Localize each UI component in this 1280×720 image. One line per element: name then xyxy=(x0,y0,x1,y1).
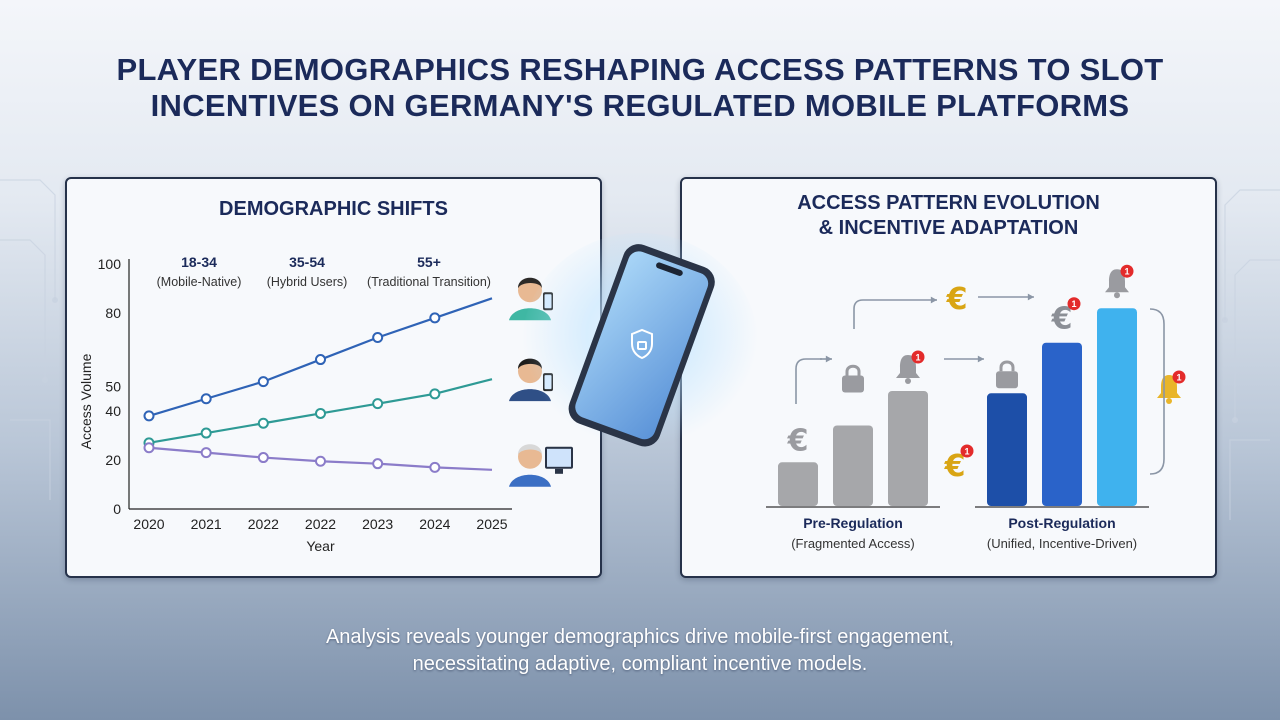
bar xyxy=(888,391,928,506)
data-point xyxy=(257,417,269,429)
data-point xyxy=(143,410,155,422)
caption-line-1: Analysis reveals younger demographics dr… xyxy=(325,626,955,648)
data-point xyxy=(200,393,212,405)
arrow-icon-head xyxy=(977,355,984,363)
page-title: PLAYER DEMOGRAPHICS RESHAPING ACCESS PAT… xyxy=(40,52,1240,124)
notification-badge xyxy=(1172,370,1186,384)
legend-sublabel: (Hybrid Users) xyxy=(267,275,348,289)
group-sublabel: (Unified, Incentive-Driven) xyxy=(987,536,1137,551)
badge-count: 1 xyxy=(1124,267,1129,277)
data-point xyxy=(372,332,384,343)
data-point xyxy=(315,455,326,467)
data-point xyxy=(429,312,441,324)
x-tick-label: 2022 xyxy=(248,516,279,532)
access-bar-chart: Pre-Regulation (Fragmented Access) Post-Re… xyxy=(766,264,1186,551)
notification-badge xyxy=(1120,264,1134,278)
bar xyxy=(1097,308,1137,506)
legend-label: 35-54 xyxy=(289,254,325,270)
data-point xyxy=(372,458,384,470)
lock-icon xyxy=(996,360,1018,389)
bar xyxy=(833,425,873,506)
x-tick-label: 2025 xyxy=(476,516,507,532)
data-point xyxy=(429,461,441,473)
badge-count: 1 xyxy=(1071,299,1076,309)
y-tick-label: 20 xyxy=(105,452,121,468)
data-point xyxy=(257,452,269,464)
data-point xyxy=(200,447,212,459)
euro-icon: € xyxy=(1051,302,1073,337)
notification-badge xyxy=(1067,297,1081,311)
y-tick-label: 80 xyxy=(105,305,121,321)
legend-label: 18-34 xyxy=(181,254,217,270)
y-tick-label: 0 xyxy=(113,501,121,517)
title-line-2: INCENTIVES ON GERMANY'S REGULATED MOBILE… xyxy=(150,88,1130,123)
data-point xyxy=(200,427,212,439)
bar xyxy=(1042,342,1082,506)
flow-connector xyxy=(795,358,822,404)
x-tick-label: 2021 xyxy=(191,516,222,532)
euro-icon: € xyxy=(787,423,809,458)
group-label: Post-Regulation xyxy=(1008,515,1115,531)
line-chart-title: DEMOGRAPHIC SHIFTS xyxy=(219,198,448,220)
data-point xyxy=(372,398,384,410)
caption-line-2: necessitating adaptive, compliant incent… xyxy=(412,653,868,675)
bar xyxy=(987,393,1027,506)
legend-sublabel: (Traditional Transition) xyxy=(367,275,491,289)
badge-count: 1 xyxy=(964,447,969,457)
data-point xyxy=(429,388,441,400)
bar-chart-title-line-1: ACCESS PATTERN EVOLUTION xyxy=(797,192,1100,214)
euro-icon: € xyxy=(946,282,968,317)
notification-badge xyxy=(911,350,925,364)
senior-user-avatar-icon xyxy=(509,444,573,487)
y-axis-title: Access Volume xyxy=(78,353,94,449)
bar xyxy=(778,462,818,506)
y-tick-label: 100 xyxy=(98,256,122,272)
bar-chart-title: ACCESS PATTERN EVOLUTION & INCENTIVE ADA… xyxy=(682,191,1215,241)
smartphone-illustration xyxy=(522,233,758,457)
data-point xyxy=(143,442,155,454)
legend-label: 55+ xyxy=(417,254,441,270)
badge-count: 1 xyxy=(915,353,920,363)
flow-bracket xyxy=(1149,308,1165,475)
euro-icon: € xyxy=(944,449,966,484)
arrow-icon-head xyxy=(1027,293,1034,301)
arrow-icon-head xyxy=(825,355,832,363)
bar-chart-title-line-2: & INCENTIVE ADAPTATION xyxy=(818,217,1079,239)
title-line-1: PLAYER DEMOGRAPHICS RESHAPING ACCESS PAT… xyxy=(116,52,1164,87)
lock-icon xyxy=(842,364,864,393)
data-point xyxy=(257,376,269,388)
y-tick-label: 40 xyxy=(105,403,121,419)
data-point xyxy=(315,354,326,366)
y-tick-label: 50 xyxy=(105,379,121,395)
demographic-shifts-panel: DEMOGRAPHIC SHIFTS 0 20 40 50 80 100 2020 2021 2… xyxy=(65,177,602,578)
group-label: Pre-Regulation xyxy=(803,515,903,531)
access-pattern-panel: ACCESS PATTERN EVOLUTION & INCENTIVE ADA… xyxy=(680,177,1217,578)
flow-connector xyxy=(853,299,934,329)
legend-sublabel: (Mobile-Native) xyxy=(157,275,242,289)
arrow-icon-head xyxy=(930,296,937,304)
x-tick-label: 2024 xyxy=(419,516,450,532)
data-point xyxy=(315,407,326,419)
summary-caption: Analysis reveals younger demographics dr… xyxy=(140,624,1140,678)
x-tick-label: 2023 xyxy=(362,516,393,532)
notification-badge xyxy=(960,444,974,458)
x-axis-title: Year xyxy=(306,538,335,554)
x-tick-label: 2022 xyxy=(305,516,336,532)
badge-count: 1 xyxy=(1176,373,1181,383)
x-tick-label: 2020 xyxy=(133,516,164,532)
shield-icon xyxy=(631,328,653,360)
group-sublabel: (Fragmented Access) xyxy=(791,536,915,551)
